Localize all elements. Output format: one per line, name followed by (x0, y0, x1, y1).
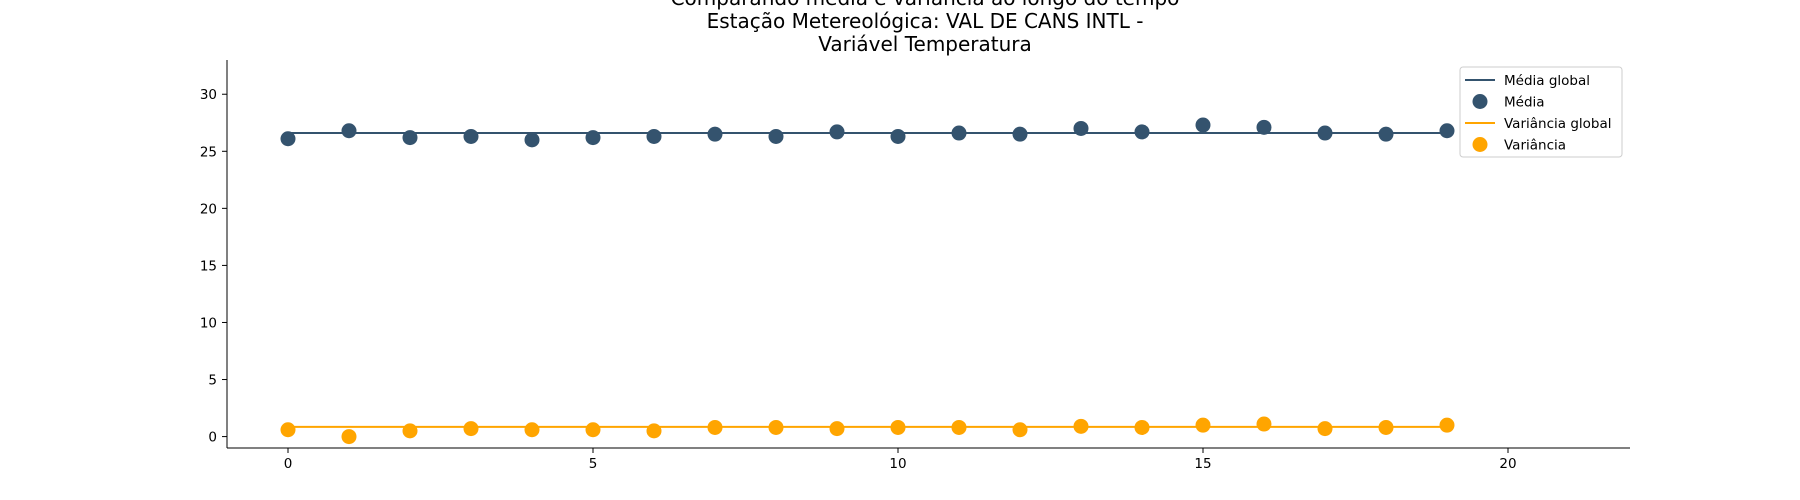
media-point (707, 126, 723, 142)
axes: 0 5 10 15 20 0 5 10 15 20 25 30 (200, 60, 1630, 472)
variancia-point (463, 421, 479, 437)
legend-box (1459, 66, 1623, 158)
media-point (646, 128, 662, 144)
media-point (524, 132, 540, 148)
media-point (585, 130, 601, 146)
chart-title-line-2: Estação Metereológica: VAL DE CANS INTL … (707, 9, 1144, 33)
media-point (829, 124, 845, 140)
y-tick-label: 30 (200, 87, 217, 103)
y-tick-label: 5 (208, 373, 217, 389)
media-point (1378, 126, 1394, 142)
variancia-point (768, 419, 784, 435)
media-point (1012, 126, 1028, 142)
media-point (463, 128, 479, 144)
legend-label: Média (1504, 95, 1545, 111)
media-point (1439, 123, 1455, 139)
variancia-point (646, 423, 662, 439)
variancia-point (402, 423, 418, 439)
variancia-point (890, 419, 906, 435)
y-tick-label: 25 (200, 144, 217, 160)
variancia-point (341, 429, 357, 445)
media-point (890, 128, 906, 144)
legend-marker-swatch (1472, 94, 1488, 109)
y-tick-label: 15 (200, 258, 217, 274)
legend: Média global Média Variância global Variânc… (1459, 66, 1623, 158)
media-point (1256, 119, 1272, 135)
media-point (951, 125, 967, 141)
y-tick-label: 10 (200, 315, 217, 331)
variancia-point (951, 419, 967, 435)
variancia-point (1073, 418, 1089, 434)
legend-label: Variância global (1504, 116, 1612, 132)
variancia-point (524, 422, 540, 438)
media-point (280, 131, 296, 147)
media-point (341, 123, 357, 139)
chart-title: Comparando média e variância ao longo do… (671, 0, 1180, 56)
media-point (1317, 125, 1333, 141)
variancia-point (1195, 417, 1211, 433)
media-point (1195, 117, 1211, 133)
legend-label: Média global (1504, 73, 1590, 89)
variancia-point (585, 422, 601, 438)
chart-title-line-1: Comparando média e variância ao longo do… (671, 0, 1180, 10)
media-point (768, 128, 784, 144)
variancia-point (1256, 416, 1272, 432)
chart-title-line-3: Variável Temperatura (818, 32, 1032, 56)
variancia-point (1378, 419, 1394, 435)
x-tick-label: 0 (284, 456, 293, 472)
variancia-point (829, 421, 845, 437)
x-tick-label: 15 (1194, 456, 1211, 472)
y-tick-label: 20 (200, 201, 217, 217)
variancia-point (280, 422, 296, 438)
y-tick-label: 0 (208, 430, 217, 446)
x-tick-label: 10 (889, 456, 906, 472)
variancia-point (707, 419, 723, 435)
media-point (1073, 120, 1089, 136)
legend-marker-swatch (1472, 137, 1488, 152)
variancia-point (1012, 422, 1028, 438)
variancia-point (1134, 419, 1150, 435)
variancia-point (1317, 421, 1333, 437)
plot-area (280, 117, 1455, 445)
x-tick-label: 5 (589, 456, 598, 472)
media-point (1134, 124, 1150, 140)
variancia-point (1439, 417, 1455, 433)
media-point (402, 130, 418, 146)
x-tick-label: 20 (1499, 456, 1516, 472)
legend-label: Variância (1504, 138, 1566, 154)
